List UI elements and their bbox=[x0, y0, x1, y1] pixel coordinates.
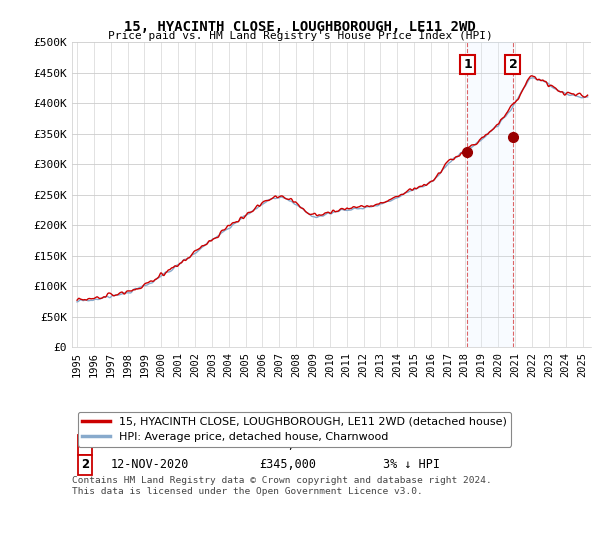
Text: 2% ↑ HPI: 2% ↑ HPI bbox=[383, 438, 440, 451]
Text: 1: 1 bbox=[81, 438, 89, 451]
Text: 02-MAR-2018: 02-MAR-2018 bbox=[111, 438, 190, 451]
Text: 15, HYACINTH CLOSE, LOUGHBOROUGH, LE11 2WD: 15, HYACINTH CLOSE, LOUGHBOROUGH, LE11 2… bbox=[124, 20, 476, 34]
Text: 2: 2 bbox=[509, 58, 517, 71]
Bar bbox=[467, 42, 513, 347]
Legend: 15, HYACINTH CLOSE, LOUGHBOROUGH, LE11 2WD (detached house), HPI: Average price,: 15, HYACINTH CLOSE, LOUGHBOROUGH, LE11 2… bbox=[77, 412, 511, 447]
Text: 1: 1 bbox=[463, 58, 472, 71]
Text: Price paid vs. HM Land Registry's House Price Index (HPI): Price paid vs. HM Land Registry's House … bbox=[107, 31, 493, 41]
Text: 3% ↓ HPI: 3% ↓ HPI bbox=[383, 458, 440, 471]
Text: Contains HM Land Registry data © Crown copyright and database right 2024.
This d: Contains HM Land Registry data © Crown c… bbox=[72, 477, 492, 496]
Text: 2: 2 bbox=[81, 458, 89, 471]
Text: £345,000: £345,000 bbox=[259, 458, 316, 471]
Text: 12-NOV-2020: 12-NOV-2020 bbox=[111, 458, 190, 471]
Text: £319,750: £319,750 bbox=[259, 438, 316, 451]
